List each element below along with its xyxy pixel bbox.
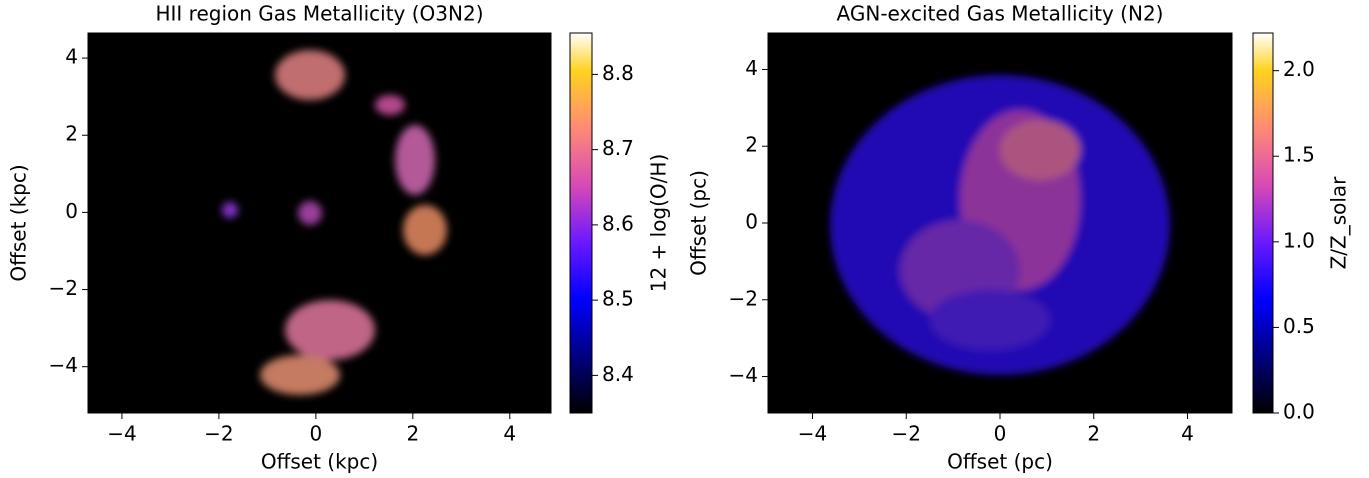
image-blob	[930, 290, 1050, 350]
y-tick-label: 0	[745, 210, 758, 234]
chart-title: AGN-excited Gas Metallicity (N2)	[837, 2, 1164, 26]
image-blob	[1000, 120, 1080, 180]
colorbar-label: 12 + log(O/H)	[647, 154, 671, 293]
colorbar-tick-label: 2.0	[1283, 57, 1315, 81]
image-blob	[275, 50, 345, 100]
y-tick-label: −2	[729, 286, 758, 310]
x-tick-label: 2	[406, 422, 419, 446]
image-blob	[395, 125, 435, 195]
colorbar-tick-label: 8.5	[602, 287, 634, 311]
image-blob	[285, 300, 375, 360]
y-axis-label: Offset (kpc)	[7, 164, 31, 281]
y-tick-label: −4	[729, 363, 758, 387]
y-tick-label: 2	[745, 133, 758, 157]
y-tick-label: −2	[49, 276, 78, 300]
image-blob	[222, 202, 238, 218]
y-tick-label: 2	[65, 122, 78, 146]
colorbar-tick-label: 8.8	[602, 61, 634, 85]
colorbar-label: Z/Z_solar	[1327, 176, 1351, 270]
plot-frame	[87, 32, 552, 414]
x-tick-label: 4	[503, 422, 516, 446]
colorbar-tick-label: 8.7	[602, 136, 634, 160]
colorbar-tick-label: 0.0	[1283, 400, 1315, 424]
y-axis-label: Offset (pc)	[687, 170, 711, 276]
x-tick-label: 4	[1181, 422, 1194, 446]
image-texture	[830, 75, 1170, 375]
panel: HII region Gas Metallicity (O3N2) −4 −2 0 2 4…	[7, 2, 671, 474]
y-tick-label: 4	[745, 56, 758, 80]
colorbar-tick-label: 1.0	[1283, 228, 1315, 252]
x-tick-label: 0	[309, 422, 322, 446]
x-tick-label: −2	[204, 422, 233, 446]
y-tick-label: −4	[49, 353, 78, 377]
panel: AGN-excited Gas Metallicity (N2) −4 −2 0 2 4 −…	[687, 2, 1351, 474]
x-tick-label: −2	[892, 422, 921, 446]
x-tick-label: 2	[1087, 422, 1100, 446]
colorbar-tick-label: 8.4	[602, 362, 634, 386]
y-tick-label: 4	[65, 45, 78, 69]
x-tick-label: −4	[798, 422, 827, 446]
colorbar-tick-label: 1.5	[1283, 143, 1315, 167]
colorbar	[1252, 32, 1274, 414]
x-tick-label: 0	[994, 422, 1007, 446]
y-tick-label: 0	[65, 199, 78, 223]
x-axis-label: Offset (pc)	[947, 450, 1053, 474]
image-blob	[403, 205, 447, 255]
image-blob	[375, 95, 405, 115]
chart-title: HII region Gas Metallicity (O3N2)	[155, 2, 483, 26]
image-texture	[222, 50, 447, 395]
x-axis-label: Offset (kpc)	[261, 450, 378, 474]
colorbar	[569, 32, 593, 414]
image-blob	[260, 355, 340, 395]
x-tick-label: −4	[107, 422, 136, 446]
colorbar-tick-label: 8.6	[602, 211, 634, 235]
image-blob	[298, 201, 322, 225]
colorbar-tick-label: 0.5	[1283, 314, 1315, 338]
